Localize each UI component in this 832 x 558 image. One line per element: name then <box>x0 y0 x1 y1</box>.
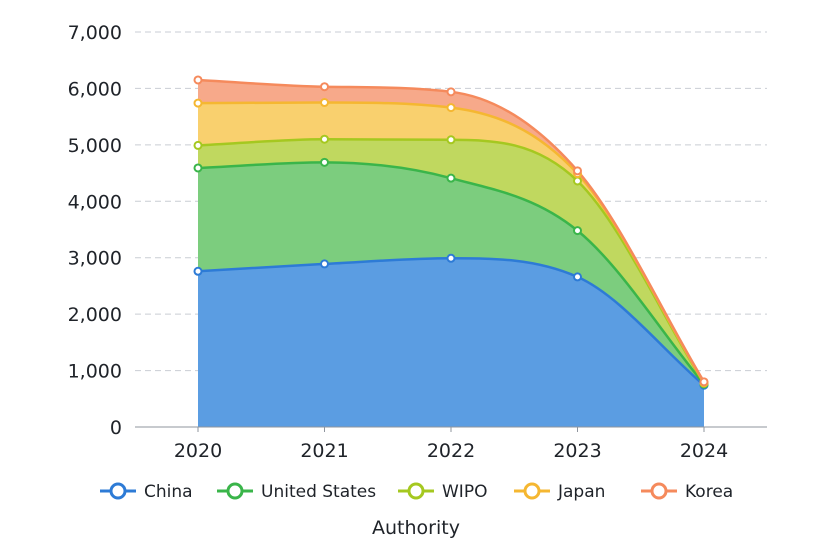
point-korea-2020 <box>195 76 202 83</box>
legend-marker <box>525 484 539 498</box>
point-wipo-2023 <box>574 177 581 184</box>
y-tick-label: 4,000 <box>68 191 122 213</box>
x-tick-label: 2021 <box>300 440 348 462</box>
point-japan-2022 <box>448 104 455 111</box>
x-tick-label: 2020 <box>174 440 222 462</box>
point-japan-2021 <box>321 99 328 106</box>
point-china-2023 <box>574 273 581 280</box>
point-korea-2024 <box>701 378 708 385</box>
legend-item-korea: Korea <box>641 482 733 502</box>
point-united-states-2020 <box>195 164 202 171</box>
point-wipo-2022 <box>448 136 455 143</box>
point-united-states-2022 <box>448 175 455 182</box>
legend-label: United States <box>261 482 376 502</box>
x-axis-title: Authority <box>372 517 460 539</box>
point-wipo-2021 <box>321 136 328 143</box>
y-tick-label: 0 <box>110 417 122 439</box>
point-korea-2022 <box>448 88 455 95</box>
point-korea-2021 <box>321 83 328 90</box>
x-tick-label: 2023 <box>553 440 601 462</box>
legend-label: Korea <box>685 482 733 502</box>
x-tick-label: 2024 <box>680 440 728 462</box>
y-tick-label: 7,000 <box>68 22 122 44</box>
point-united-states-2023 <box>574 227 581 234</box>
legend-marker <box>111 484 125 498</box>
legend-marker <box>228 484 242 498</box>
y-tick-label: 1,000 <box>68 361 122 383</box>
areas <box>198 80 704 427</box>
x-tick-label: 2022 <box>427 440 475 462</box>
y-tick-label: 2,000 <box>68 304 122 326</box>
legend-item-japan: Japan <box>514 482 605 502</box>
point-japan-2020 <box>195 100 202 107</box>
point-korea-2023 <box>574 167 581 174</box>
y-tick-label: 3,000 <box>68 248 122 270</box>
legend: China United States WIPO Japan Korea <box>100 482 733 502</box>
legend-item-united-states: United States <box>217 482 376 502</box>
point-china-2021 <box>321 260 328 267</box>
chart: 0 1,000 2,000 3,000 4,000 5,000 6,000 7,000 2020… <box>0 0 832 558</box>
legend-label: WIPO <box>442 482 487 502</box>
legend-marker <box>409 484 423 498</box>
point-united-states-2021 <box>321 159 328 166</box>
point-wipo-2020 <box>195 142 202 149</box>
point-china-2020 <box>195 268 202 275</box>
legend-item-wipo: WIPO <box>398 482 487 502</box>
stacked-area-chart: 0 1,000 2,000 3,000 4,000 5,000 6,000 7,000 2020… <box>0 0 832 558</box>
y-tick-label: 6,000 <box>68 78 122 100</box>
y-tick-label: 5,000 <box>68 135 122 157</box>
legend-label: China <box>144 482 193 502</box>
legend-label: Japan <box>557 482 605 502</box>
point-china-2022 <box>448 255 455 262</box>
legend-item-china: China <box>100 482 193 502</box>
legend-marker <box>652 484 666 498</box>
